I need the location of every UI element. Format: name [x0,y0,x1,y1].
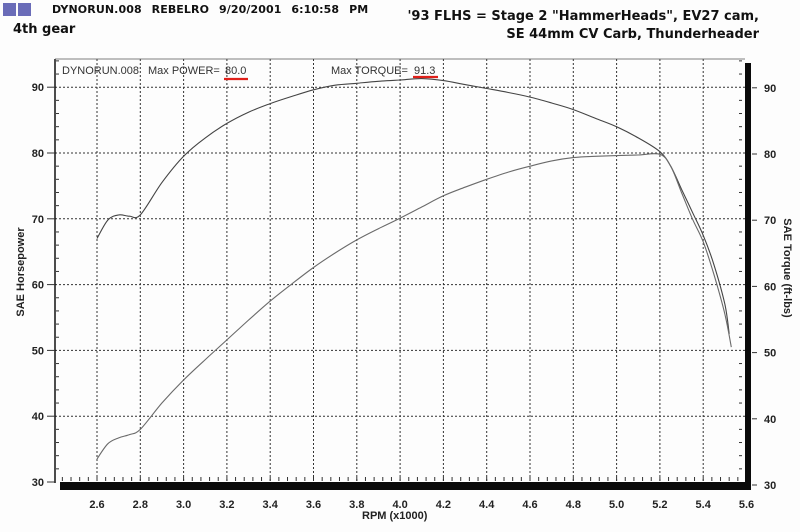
run-info: DYNORUN.008 REBELRO 9/20/2001 6:10:58 PM [52,3,369,16]
logo-square-right [18,3,31,16]
annotation-max-torque-label: Max TORQUE= [331,65,408,77]
x-tick-label: 3.0 [176,499,191,511]
bottom-axis-bar [60,482,750,490]
y-tick-label-right: 40 [764,414,776,426]
gear-label: 4th gear [13,22,76,37]
axis-ticks: 2.6 2.8 3.0 3.2 3.4 3.6 3.8 4.0 4.2 4.4 4.6 4.8 5.0 5… [32,60,776,511]
horsepower-curve [96,153,732,460]
y-tick-label-left: 40 [32,411,44,423]
y-tick-label-left: 50 [32,345,44,357]
y-tick-label-left: 30 [32,477,44,489]
logo-square-left [3,3,16,16]
y-tick-label-right: 80 [764,149,776,161]
x-tick-label: 4.6 [522,499,537,511]
annotation-max-power-label: Max POWER= [148,65,220,77]
y-tick-label-left: 80 [32,148,44,160]
y-axis-label-left: SAE Horsepower [15,227,27,317]
x-tick-label: 4.2 [436,499,451,511]
x-tick-label: 2.6 [89,499,104,511]
x-tick-label: 5.4 [696,499,712,511]
description-line-1: '93 FLHS = Stage 2 "HammerHeads", EV27 c… [407,9,759,24]
description-line-2: SE 44mm CV Carb, Thunderheader [506,27,759,42]
y-tick-label-right: 50 [764,348,776,360]
app-logo [3,3,31,16]
annotation-run-id: DYNORUN.008 [62,65,139,77]
annotation-max-torque-value: 91.3 [414,65,435,77]
chart-frame [54,58,751,490]
y-tick-label-right: 70 [764,215,776,227]
y-tick-label-right: 90 [764,83,776,95]
torque-curve [96,78,730,334]
x-axis-label: RPM (x1000) [362,510,428,522]
bike-description: '93 FLHS = Stage 2 "HammerHeads", EV27 c… [407,8,759,44]
y-tick-label-left: 60 [32,280,44,292]
x-tick-label: 5.2 [652,499,667,511]
x-tick-label: 3.6 [306,499,321,511]
x-tick-label: 5.6 [739,499,754,511]
chart-annotations: DYNORUN.008 Max POWER= 80.0 Max TORQUE= … [62,65,438,81]
right-axis-bar [745,63,751,490]
y-tick-label-left: 90 [32,82,44,94]
y-tick-label-right: 60 [764,281,776,293]
x-tick-label: 3.8 [349,499,364,511]
x-tick-label: 4.4 [479,499,495,511]
x-tick-label: 4.8 [566,499,581,511]
chart-grid [55,59,745,482]
chart-curves [96,78,732,460]
y-tick-label-left: 70 [32,214,44,226]
y-axis-label-right: SAE Torque (ft-lbs) [781,218,793,318]
y-tick-label-right: 30 [764,480,776,492]
x-tick-label: 3.2 [219,499,234,511]
annotation-max-power-value: 80.0 [225,65,246,77]
x-tick-label: 4.0 [392,499,407,511]
x-tick-label: 3.4 [263,499,279,511]
x-tick-label: 2.8 [133,499,148,511]
x-tick-label: 5.0 [609,499,624,511]
